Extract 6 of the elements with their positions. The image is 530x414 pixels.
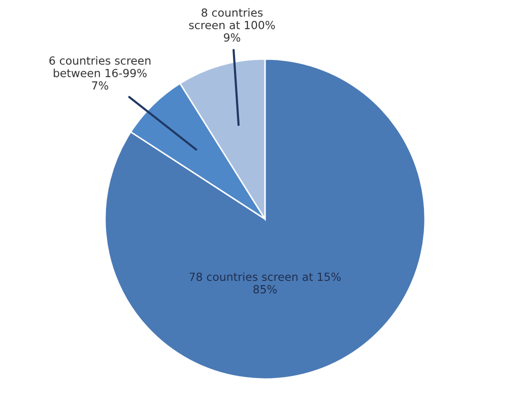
data-label: 9%: [224, 33, 240, 42]
data-label: 7%: [92, 81, 108, 90]
slice-label: 6 countries screen between 16-99%: [49, 56, 150, 78]
data-label: 85%: [253, 285, 277, 294]
slice-label: 8 countries screen at 100%: [189, 8, 275, 30]
slice-label: 78 countries screen at 15%: [190, 272, 341, 282]
